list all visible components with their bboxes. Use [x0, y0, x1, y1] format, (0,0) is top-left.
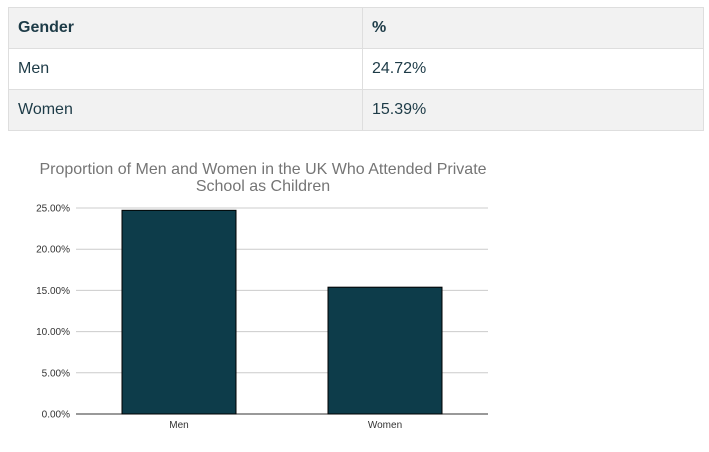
- row-value: 15.39%: [362, 89, 704, 131]
- row-value: 24.72%: [362, 48, 704, 90]
- row-label: Men: [8, 48, 363, 90]
- chart-title-line-2: School as Children: [196, 178, 330, 195]
- y-tick-label: 10.00%: [36, 327, 70, 338]
- table-header-row: Gender %: [8, 7, 704, 49]
- table-row: Women 15.39%: [8, 89, 704, 131]
- row-label: Women: [8, 89, 363, 131]
- y-tick-label: 5.00%: [42, 368, 70, 379]
- table-row: Men 24.72%: [8, 48, 704, 90]
- x-axis-ticks: Men Women: [169, 420, 402, 431]
- header-percent: %: [362, 7, 704, 49]
- x-tick-label: Women: [368, 420, 402, 431]
- gender-table: Gender % Men 24.72% Women 15.39%: [8, 7, 704, 131]
- header-gender: Gender: [8, 7, 363, 49]
- x-tick-label: Men: [169, 420, 188, 431]
- chart-title-line-1: Proportion of Men and Women in the UK Wh…: [39, 161, 486, 178]
- y-tick-label: 25.00%: [36, 204, 70, 215]
- bar-chart: Proportion of Men and Women in the UK Wh…: [36, 161, 488, 431]
- bar-women: [327, 286, 443, 415]
- bars: [121, 209, 443, 415]
- y-tick-label: 0.00%: [42, 410, 70, 421]
- bar-men: [121, 209, 237, 415]
- y-axis-ticks: 0.00% 5.00% 10.00% 15.00% 20.00% 25.00%: [36, 204, 70, 421]
- y-tick-label: 20.00%: [36, 245, 70, 256]
- y-tick-label: 15.00%: [36, 286, 70, 297]
